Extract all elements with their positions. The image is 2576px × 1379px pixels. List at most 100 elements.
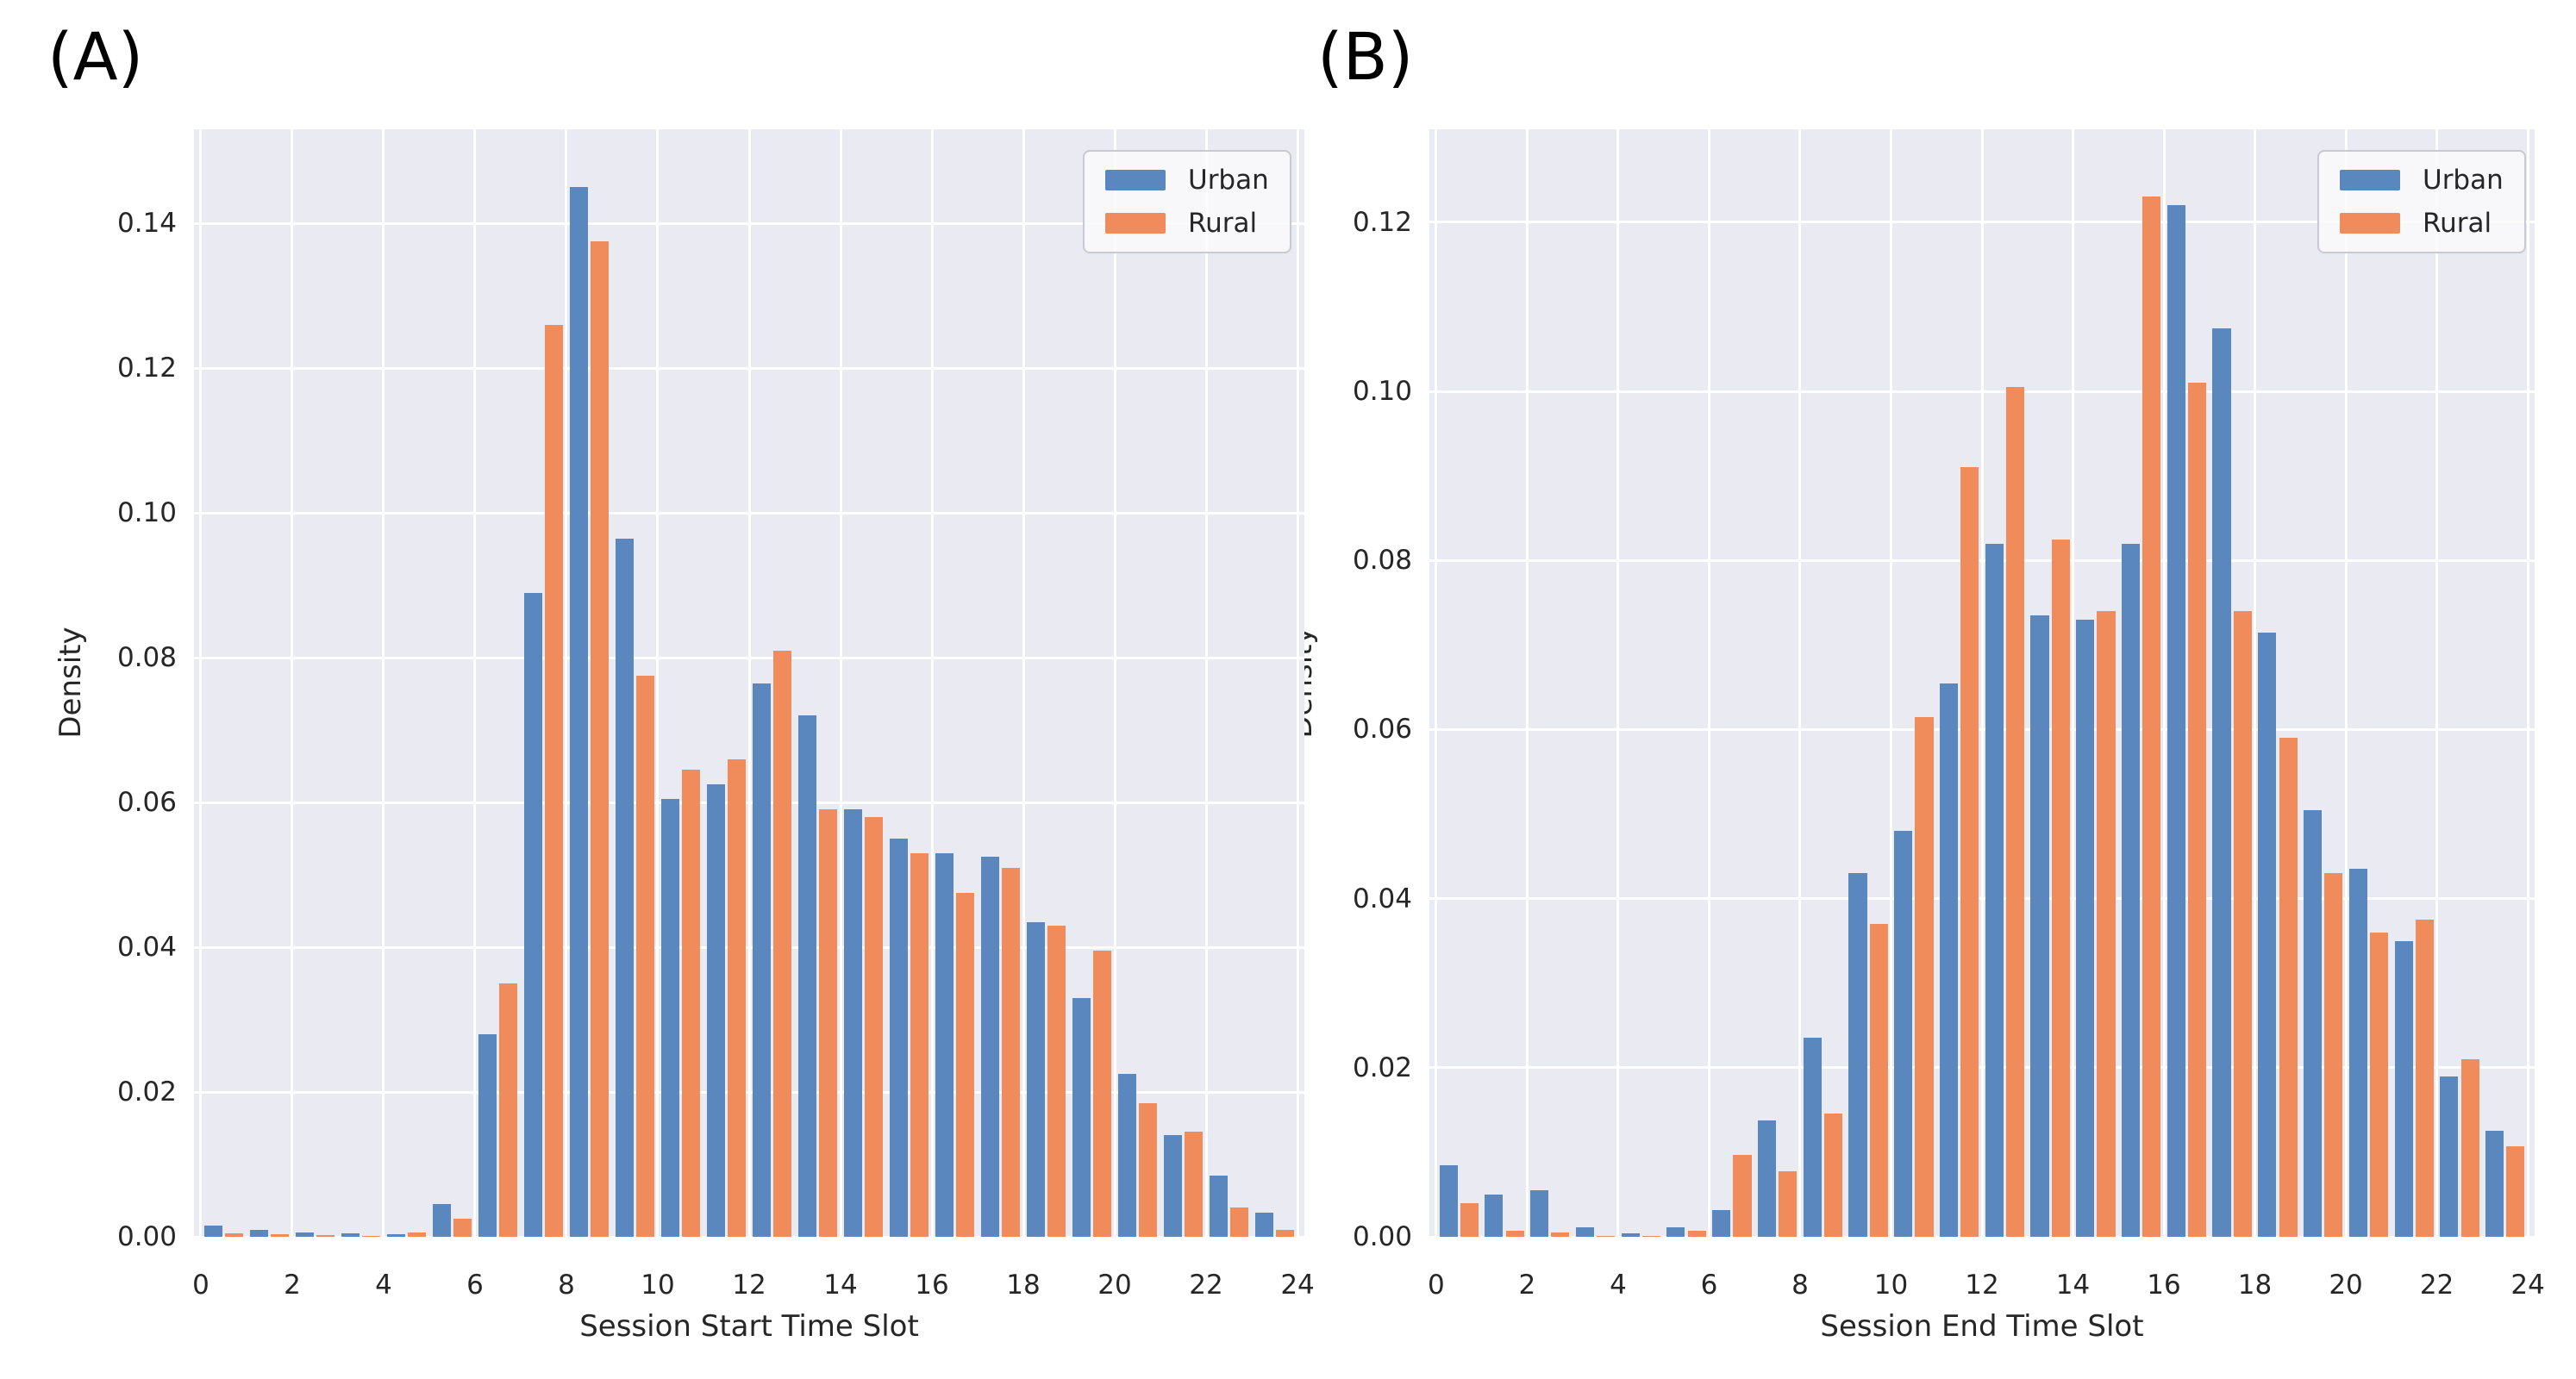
bar-urban [1621,1233,1640,1237]
bar-rural [2051,539,2070,1237]
bar-urban [1530,1190,1549,1237]
gridline-vertical [1707,129,1710,1237]
x-tick-label: 4 [375,1270,392,1301]
bar-urban [1254,1213,1273,1237]
x-tick-label: 20 [2329,1270,2363,1301]
bar-rural [545,324,564,1237]
y-tick-label: 0.12 [1352,206,1412,238]
bar-urban [843,809,862,1237]
bar-urban [2076,619,2095,1237]
plot-area-a: 0 2 4 6 8 10 12 14 16 18 20 22 24 0.00 0.02 0.04 0.06 0.0… [117,129,1315,1301]
legend-a: Urban Rural [1083,150,1291,253]
gridline-vertical [2344,129,2348,1237]
x-tick-label: 18 [2237,1270,2273,1301]
bar-urban [569,187,588,1237]
y-tick-label: 0.00 [1352,1221,1412,1252]
bar-rural [1915,716,1934,1237]
bar-urban [478,1033,497,1237]
y-tick-label: 0.12 [116,353,177,384]
rural-legend-swatch [2340,213,2400,234]
gridline-vertical [199,129,203,1237]
bar-urban [935,852,953,1237]
gridline-vertical [1525,129,1529,1237]
gridline-vertical [747,129,751,1237]
x-tick-label: 18 [1006,1270,1041,1301]
bar-urban [2030,615,2049,1237]
x-tick-label: 24 [2510,1270,2545,1301]
urban-legend-label: Urban [1188,165,1269,196]
bar-rural [1641,1236,1660,1237]
bar-urban [249,1229,268,1237]
gridline-vertical [1022,129,1025,1237]
bar-urban [1985,543,2004,1237]
bar-rural [773,650,792,1237]
x-tick-label: 12 [1965,1270,1999,1301]
x-tick-label: 24 [1280,1270,1315,1301]
x-tick-label: 8 [558,1270,575,1301]
x-axis-title-b: Session End Time Slot [1820,1309,2144,1344]
bar-rural [2142,197,2161,1237]
y-tick-label: 0.08 [1352,545,1412,577]
bar-rural [225,1232,244,1237]
gridline-horizontal [194,1235,1304,1239]
bar-rural [1505,1231,1524,1237]
y-tick-label: 0.06 [116,787,177,819]
bar-urban [797,715,816,1237]
bar-urban [2485,1131,2504,1237]
gridline-horizontal [1429,1235,2535,1239]
legend-item-rural: Rural [2340,209,2504,238]
y-tick-label: 0.08 [116,642,177,674]
bar-rural [682,770,701,1237]
x-tick-label: 10 [1873,1270,1909,1301]
bar-rural [1551,1232,1570,1237]
bar-rural [2324,873,2343,1237]
bar-rural [1276,1229,1295,1237]
bar-urban [2394,940,2413,1237]
bar-urban [2303,809,2323,1237]
bar-urban [2348,869,2367,1237]
bar-urban [1439,1164,1458,1237]
bar-urban [2121,543,2141,1237]
y-tick-label: 0.10 [1352,376,1412,408]
legend-item-urban: Urban [2340,165,2504,195]
urban-legend-swatch [1105,170,1166,190]
y-tick-label: 0.14 [116,208,177,240]
gridline-vertical [839,129,842,1237]
gridline-vertical [291,129,294,1237]
bar-rural [1597,1236,1616,1237]
bar-rural [271,1234,290,1237]
x-tick-label: 8 [1791,1270,1809,1301]
gridline-vertical [930,129,934,1237]
urban-legend-label: Urban [2423,165,2504,196]
rural-legend-label: Rural [1188,208,1258,239]
bar-rural [728,758,747,1237]
gridline-vertical [1616,129,1620,1237]
y-tick-label: 0.06 [1352,714,1412,746]
bar-urban [1939,683,1959,1237]
gridline-vertical [1204,129,1208,1237]
bar-rural [2097,611,2116,1237]
bar-rural [2233,611,2252,1237]
panel-label-b: (B) [1317,18,1414,95]
gridline-vertical [1113,129,1116,1237]
gridline-vertical [1980,129,1984,1237]
bar-rural [2005,387,2025,1237]
gridline-vertical [473,129,477,1237]
gridline-vertical [2162,129,2166,1237]
bar-urban [1072,997,1091,1237]
bar-urban [386,1233,405,1237]
bar-urban [341,1232,360,1237]
bar-rural [1687,1231,1706,1237]
bar-urban [432,1204,451,1237]
x-axis-title-a: Session Start Time Slot [579,1309,919,1344]
bar-urban [752,683,771,1237]
bar-urban [1666,1227,1685,1237]
bar-urban [295,1232,314,1237]
bar-urban [615,538,634,1237]
bar-rural [316,1235,335,1237]
bar-urban [2258,632,2277,1237]
gridline-vertical [2254,129,2257,1237]
gridline-vertical [382,129,385,1237]
bar-urban [203,1226,222,1237]
